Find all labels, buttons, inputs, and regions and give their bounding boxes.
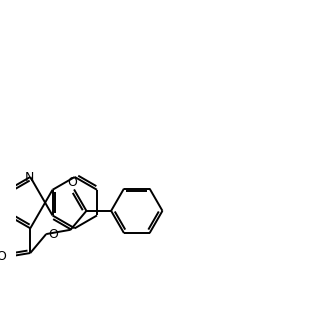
Text: O: O — [67, 176, 77, 189]
Text: O: O — [48, 228, 58, 241]
Text: O: O — [0, 250, 6, 263]
Text: N: N — [25, 171, 34, 184]
